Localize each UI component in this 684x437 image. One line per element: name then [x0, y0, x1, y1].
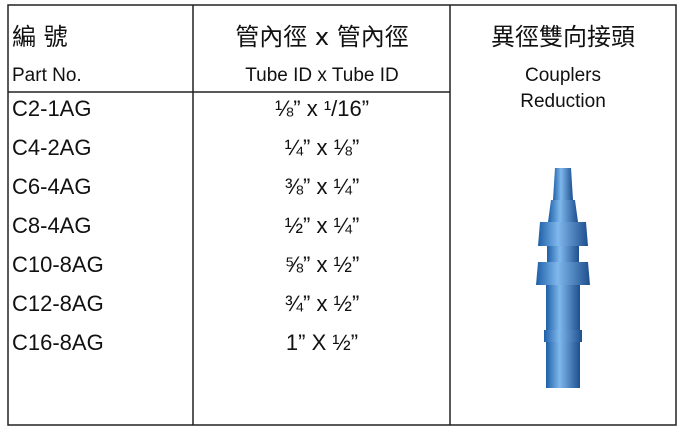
tube-size: ¾” x ½”: [285, 291, 360, 316]
part-number: C4-2AG: [12, 135, 91, 160]
tube-size: ⅛” x ¹/16”: [275, 96, 369, 121]
header-part-zh: 編 號: [12, 23, 68, 51]
part-number: C6-4AG: [12, 174, 91, 199]
coupler-image: [536, 168, 590, 388]
table-body: C2-1AG ⅛” x ¹/16” C4-2AG ¼” x ⅛” C6-4AG ⅜” x …: [12, 96, 369, 355]
header-part-en: Part No.: [12, 65, 82, 86]
part-number: C16-8AG: [12, 330, 104, 355]
part-number: C12-8AG: [12, 291, 104, 316]
tube-size: ½” x ¼”: [285, 213, 360, 238]
header-product-zh: 異徑雙向接頭: [491, 23, 635, 51]
part-number: C10-8AG: [12, 252, 104, 277]
table-borders: [7, 4, 677, 426]
tube-size: ⅝” x ½”: [285, 252, 360, 277]
tube-size: ¼” x ⅛”: [285, 135, 360, 160]
header-product-en: Reduction: [520, 91, 606, 112]
header-tube-en: Tube ID x Tube ID: [245, 65, 398, 86]
part-number: C2-1AG: [12, 96, 91, 121]
tube-size: ⅜” x ¼”: [285, 174, 360, 199]
header-product-en: Couplers: [525, 65, 601, 86]
tube-size: 1” X ½”: [286, 330, 358, 355]
part-number: C8-4AG: [12, 213, 91, 238]
header-tube-zh: 管內徑 x 管內徑: [235, 23, 408, 51]
